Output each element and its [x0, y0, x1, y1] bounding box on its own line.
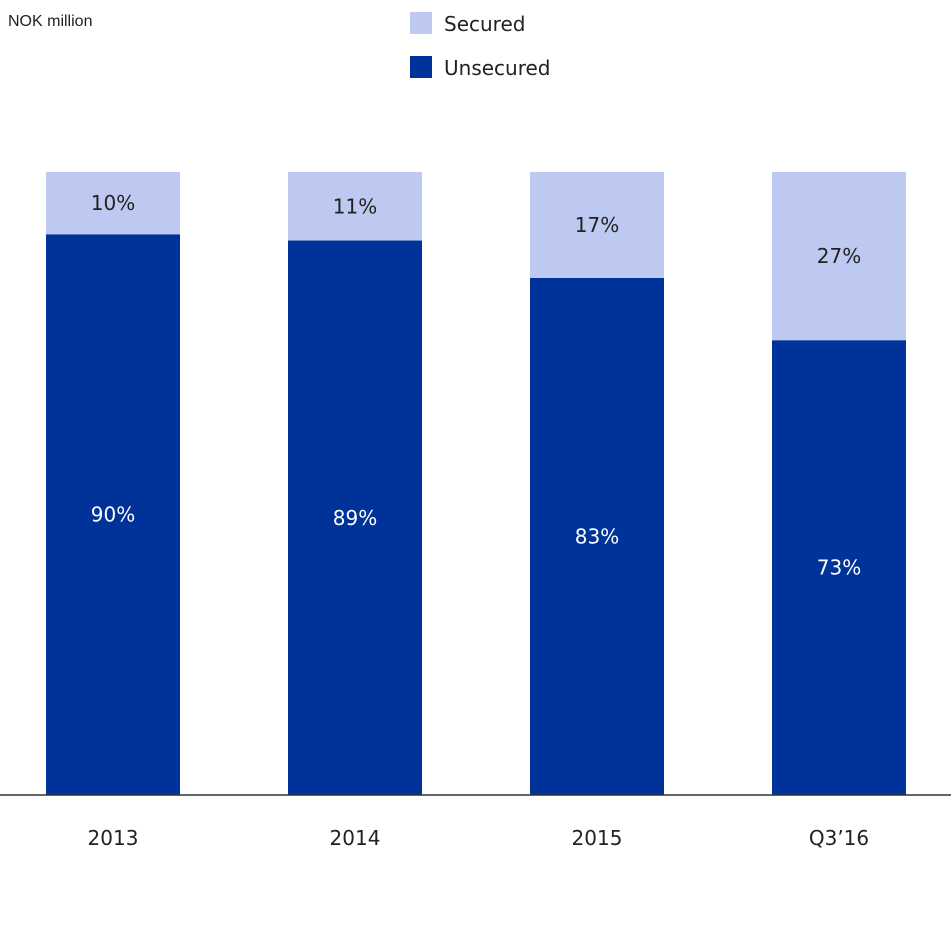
bar-unsecured-2015 — [530, 277, 664, 795]
data-label-unsecured-2013: 90% — [91, 503, 135, 527]
data-label-unsecured-2015: 83% — [575, 524, 619, 548]
bar-unsecured-2014 — [288, 240, 422, 795]
unit-label: NOK million — [8, 13, 92, 30]
bar-secured-2015 — [530, 172, 664, 278]
bar-secured-2014 — [288, 172, 422, 241]
legend: Secured Unsecured — [410, 12, 551, 80]
legend-swatch-secured — [410, 12, 432, 34]
legend-label-unsecured: Unsecured — [444, 56, 551, 80]
legend-swatch-unsecured — [410, 56, 432, 78]
bar-secured-2013 — [46, 172, 180, 235]
data-label-secured-q3-16: 27% — [817, 244, 861, 268]
category-label-2015: 2015 — [572, 826, 623, 850]
data-label-unsecured-2014: 89% — [333, 506, 377, 530]
category-labels: 2013 2014 2015 Q3’16 — [88, 826, 870, 850]
bar-unsecured-q3-16 — [772, 340, 906, 795]
category-label-q3-16: Q3’16 — [809, 826, 869, 850]
category-label-2013: 2013 — [88, 826, 139, 850]
bars: 90% 10% 89% 11% 83% 17% 73% 27% — [46, 172, 906, 796]
bar-secured-q3-16 — [772, 172, 906, 341]
data-label-secured-2014: 11% — [333, 194, 377, 218]
legend-label-secured: Secured — [444, 12, 525, 36]
category-label-2014: 2014 — [330, 826, 381, 850]
data-label-unsecured-q3-16: 73% — [817, 556, 861, 580]
data-label-secured-2015: 17% — [575, 213, 619, 237]
bar-unsecured-2013 — [46, 234, 180, 796]
data-label-secured-2013: 10% — [91, 191, 135, 215]
